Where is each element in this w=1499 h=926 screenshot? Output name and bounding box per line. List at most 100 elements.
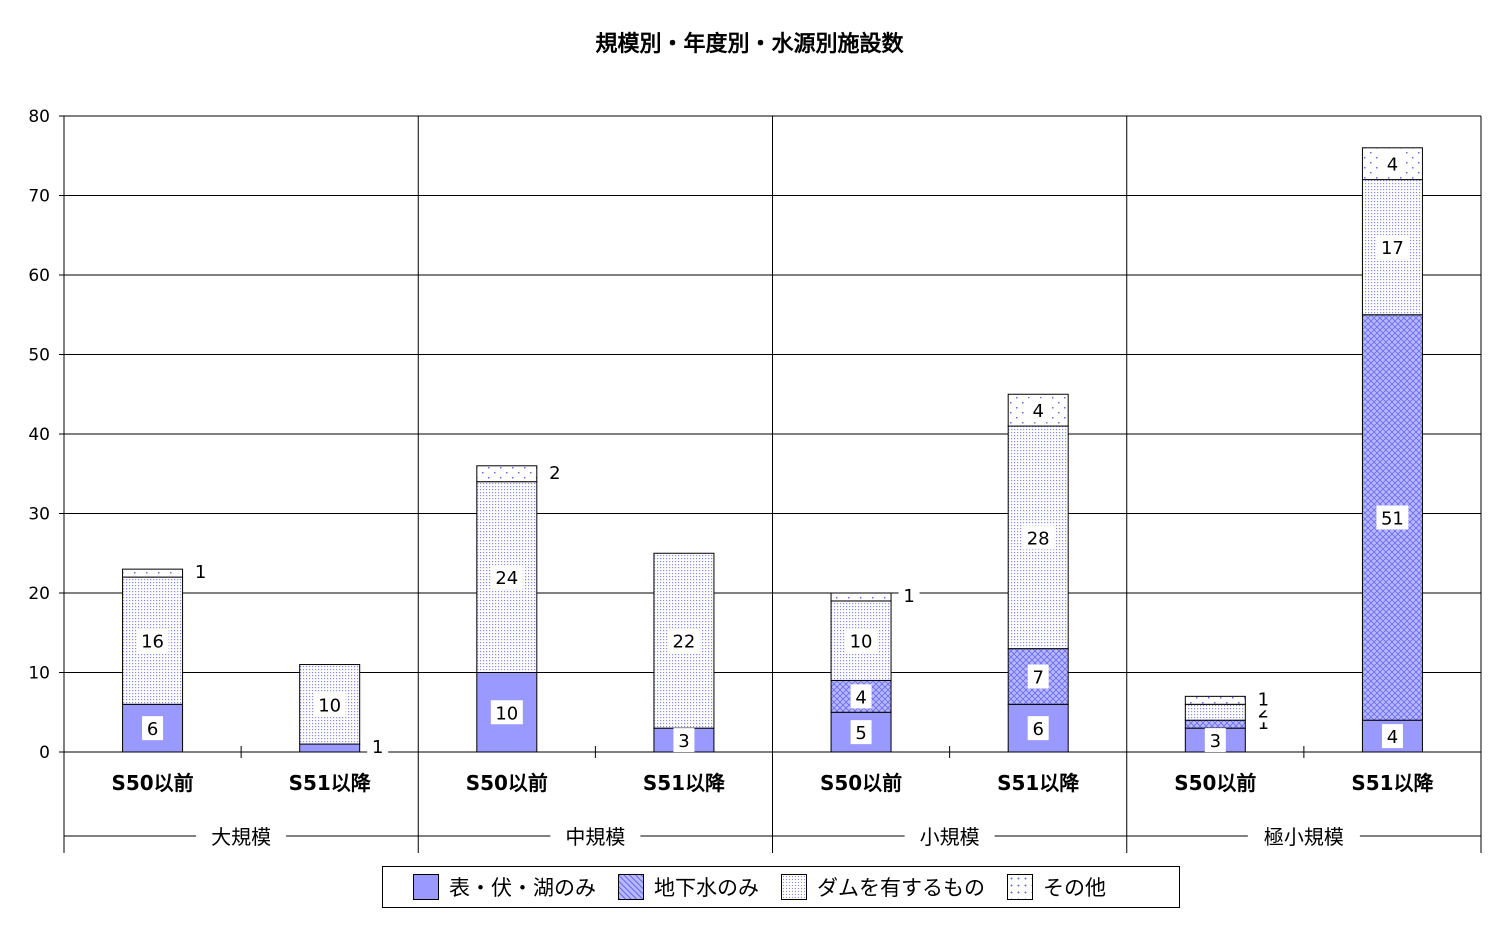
data-label: 4 — [1387, 727, 1398, 748]
data-label: 22 — [672, 632, 695, 653]
legend: 表・伏・湖のみ 地下水のみ ダムを有するもの その他 — [382, 866, 1180, 908]
group-label-bg — [904, 822, 995, 850]
legend-item-other: その他 — [1007, 872, 1106, 902]
y-tick-label: 30 — [28, 505, 50, 525]
bar-segment — [1184, 719, 1246, 729]
data-label-bg — [1381, 151, 1403, 176]
data-label-bg — [142, 716, 164, 741]
bar-segment — [1361, 179, 1423, 316]
data-label: 10 — [495, 703, 518, 724]
legend-item-surface: 表・伏・湖のみ — [413, 872, 596, 902]
data-label-bg — [367, 734, 389, 759]
x-category-label: S50以前 — [820, 771, 902, 795]
data-label: 4 — [855, 687, 866, 708]
x-category-labels: S50以前 S51以降 S50以前 S51以降 S50以前 S51以降 S50以前 S51以降 — [111, 771, 1434, 795]
data-label-bg — [313, 692, 346, 717]
data-label: 10 — [850, 632, 873, 653]
data-label-bg — [1204, 728, 1226, 753]
data-label: 1 — [1258, 713, 1269, 734]
bar-segment — [830, 592, 892, 602]
bar-segment — [122, 568, 184, 578]
data-label: 3 — [1210, 731, 1221, 752]
data-label-bg — [1022, 525, 1055, 550]
data-label: 17 — [1381, 238, 1404, 259]
group-label: 中規模 — [565, 825, 625, 849]
x-category-label: S51以降 — [1351, 771, 1434, 795]
chart-title: 規模別・年度別・水源別施設数 — [595, 32, 904, 57]
y-tick-label: 40 — [28, 425, 50, 445]
data-label-bg — [1376, 235, 1409, 260]
y-tick-labels: 0 10 20 30 40 50 60 70 80 — [28, 107, 50, 763]
data-label-bg — [1376, 505, 1409, 530]
group-label: 極小規模 — [1264, 825, 1344, 849]
x-category-label: S51以降 — [643, 771, 726, 795]
data-label: 1 — [372, 737, 383, 758]
data-label: 4 — [1387, 155, 1398, 176]
data-label-bg — [845, 628, 878, 653]
legend-label-surface: 表・伏・湖のみ — [449, 876, 596, 900]
data-label-bg — [898, 582, 920, 607]
data-label: 10 — [318, 695, 341, 716]
legend-label-groundwater: 地下水のみ — [654, 876, 759, 900]
data-label: 7 — [1032, 667, 1043, 688]
axes — [59, 115, 1482, 853]
data-label-bg — [136, 628, 169, 653]
data-label-bg — [490, 565, 523, 590]
data-label: 1 — [1258, 689, 1269, 710]
legend-item-groundwater: 地下水のみ — [618, 872, 759, 902]
group-label: 小規模 — [920, 825, 980, 849]
y-tick-label: 80 — [28, 107, 50, 127]
data-label: 4 — [1032, 401, 1043, 422]
legend-swatch-dam — [781, 874, 807, 900]
y-tick-label: 0 — [39, 743, 50, 763]
legend-swatch-surface — [413, 874, 439, 900]
y-tick-label: 10 — [28, 664, 50, 684]
y-tick-label: 70 — [28, 187, 50, 207]
data-label-bg — [1252, 686, 1274, 711]
x-category-label: S50以前 — [111, 771, 193, 795]
legend-label-dam: ダムを有するもの — [817, 876, 985, 900]
group-label-bg — [550, 822, 641, 850]
x-category-label: S50以前 — [466, 771, 548, 795]
data-label-bg — [544, 459, 566, 484]
data-label-bg — [1027, 716, 1049, 741]
data-label-bg — [850, 720, 872, 745]
data-label: 3 — [678, 731, 689, 752]
y-tick-label: 50 — [28, 346, 50, 366]
y-tick-label: 20 — [28, 584, 50, 604]
legend-swatch-other — [1007, 874, 1033, 900]
data-label: 2 — [549, 463, 560, 484]
data-label: 16 — [141, 632, 164, 653]
data-label-bg — [673, 728, 695, 753]
bar-segment — [476, 465, 538, 483]
data-label-bg — [850, 684, 872, 709]
y-tick-label: 60 — [28, 266, 50, 286]
data-label: 28 — [1027, 528, 1050, 549]
data-label: 51 — [1381, 508, 1404, 529]
group-label-bg — [1247, 822, 1360, 850]
data-label: 6 — [147, 719, 158, 740]
data-label: 24 — [495, 568, 518, 589]
data-label: 6 — [1032, 719, 1043, 740]
legend-label-other: その他 — [1043, 876, 1106, 900]
legend-item-dam: ダムを有するもの — [781, 872, 985, 902]
bars — [122, 147, 1423, 753]
data-label-bg — [667, 628, 700, 653]
bar-segment — [1184, 695, 1246, 705]
data-label-bg — [490, 700, 523, 725]
data-label: 5 — [855, 723, 866, 744]
x-category-label: S51以降 — [997, 771, 1080, 795]
group-labels: 大規模 中規模 小規模 極小規模 — [64, 822, 1481, 850]
x-category-label: S50以前 — [1174, 771, 1256, 795]
bar-segment — [476, 672, 538, 753]
data-label: 2 — [1258, 701, 1269, 722]
group-label-bg — [196, 822, 287, 850]
data-label-bg — [1027, 398, 1049, 423]
data-label-bg — [1027, 664, 1049, 689]
data-label-bg — [1381, 724, 1403, 749]
data-label: 1 — [195, 562, 206, 583]
bar-segment — [299, 743, 361, 753]
data-label-bg — [190, 559, 212, 584]
